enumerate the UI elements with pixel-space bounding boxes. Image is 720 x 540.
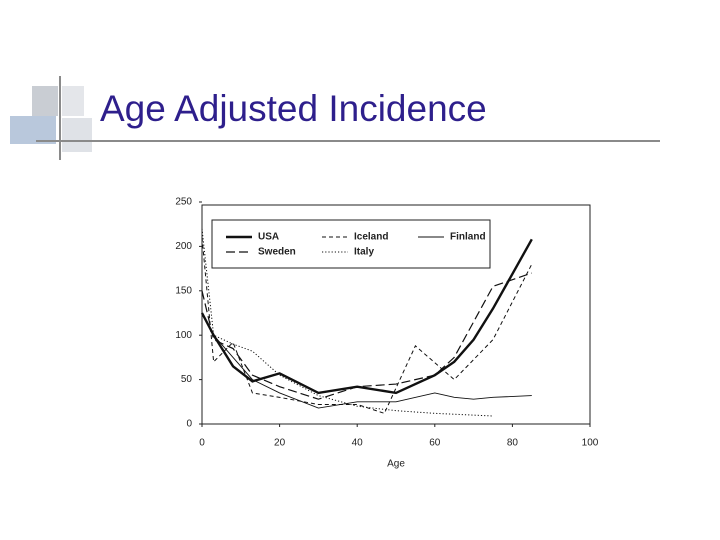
y-tick-label: 200 xyxy=(175,241,192,252)
x-tick-label: 20 xyxy=(274,438,286,449)
series-line xyxy=(201,237,533,414)
deco-square xyxy=(32,86,58,116)
legend-label: Finland xyxy=(450,232,486,243)
legend-label: USA xyxy=(258,232,279,243)
deco-square xyxy=(10,116,56,144)
y-tick-label: 150 xyxy=(175,285,192,296)
x-tick-label: 60 xyxy=(429,438,441,449)
x-tick-label: 0 xyxy=(199,438,205,449)
legend-label: Italy xyxy=(354,247,374,258)
x-axis-label: Age xyxy=(387,459,405,470)
series-line xyxy=(201,312,532,409)
deco-square xyxy=(62,86,84,116)
legend-box xyxy=(211,219,491,269)
y-tick-label: 250 xyxy=(175,197,192,208)
x-tick-label: 100 xyxy=(582,438,599,449)
series-line xyxy=(201,272,532,400)
y-tick-label: 100 xyxy=(175,330,192,341)
deco-square xyxy=(62,118,92,152)
y-tick-label: 50 xyxy=(181,374,193,385)
legend-label: Iceland xyxy=(354,232,388,243)
slide-title: Age Adjusted Incidence xyxy=(100,88,487,129)
x-tick-label: 80 xyxy=(507,438,519,449)
legend-label: Sweden xyxy=(258,247,296,258)
y-tick-label: 0 xyxy=(186,419,192,430)
x-tick-label: 40 xyxy=(352,438,364,449)
